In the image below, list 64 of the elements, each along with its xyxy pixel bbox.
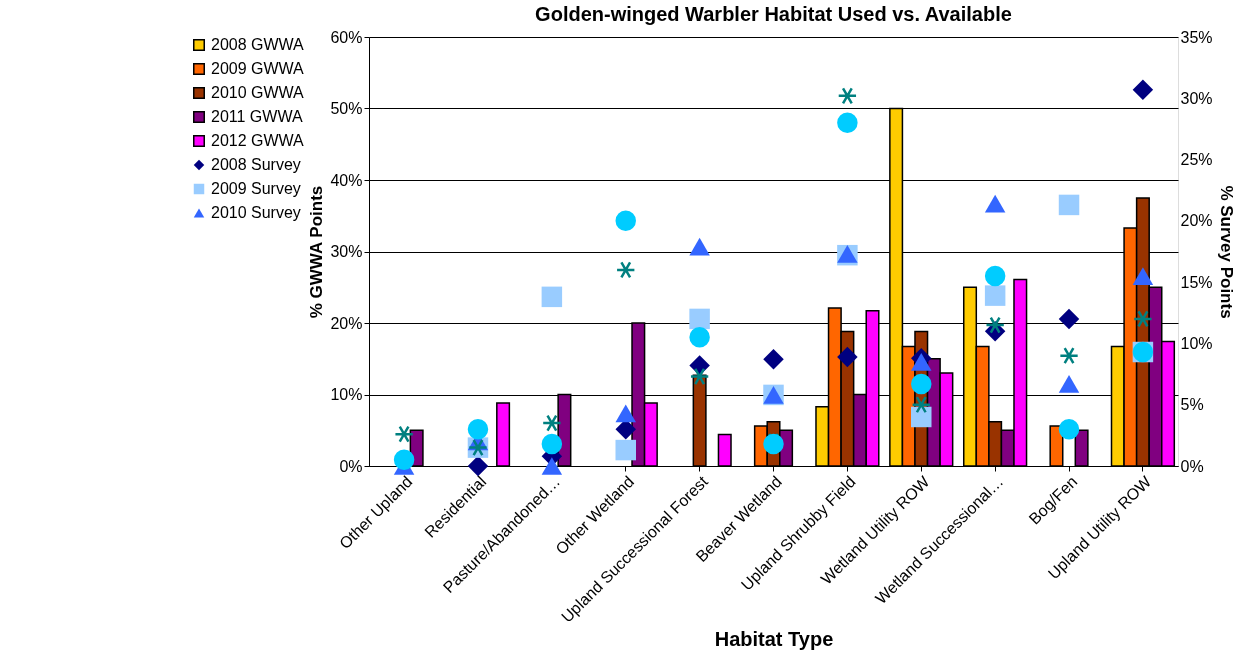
point (393, 449, 415, 471)
point (541, 286, 563, 308)
point (1133, 310, 1153, 328)
point (615, 404, 636, 423)
point (911, 406, 932, 428)
point (689, 367, 710, 386)
y-tick-label: 60% (330, 28, 363, 46)
point (1132, 267, 1154, 285)
point (615, 210, 636, 232)
point (1132, 79, 1154, 100)
y2-tick-label: 10% (1180, 334, 1213, 352)
point (984, 265, 1006, 287)
y2-tick-label: 5% (1180, 396, 1204, 414)
legend-label: 2012 GWWA (211, 132, 305, 149)
point (689, 308, 710, 330)
point (1058, 419, 1080, 440)
point (837, 112, 858, 134)
point (689, 237, 710, 256)
y2-tick-label: 30% (1180, 89, 1213, 107)
y2-tick-label: 35% (1180, 28, 1213, 46)
y-axis-title: % GWWA Points (307, 185, 327, 319)
legend-label: 2010 Survey (211, 204, 301, 221)
y2-tick-label: 15% (1180, 273, 1213, 291)
point (985, 316, 1006, 334)
y2-tick-label: 25% (1180, 151, 1213, 169)
legend-label: 2009 Survey (211, 180, 301, 197)
point (1059, 346, 1079, 365)
point (1058, 308, 1080, 330)
point (984, 285, 1006, 306)
point (689, 327, 710, 348)
chart-title: Golden-winged Warbler Habitat Used vs. Available (535, 3, 1012, 25)
x-axis-title: Habitat Type (714, 627, 834, 650)
point (1058, 194, 1080, 216)
point (394, 425, 414, 443)
point (541, 457, 563, 475)
point (837, 87, 858, 105)
point (911, 395, 932, 414)
y2-tick-label: 0% (1180, 457, 1204, 475)
point (467, 419, 489, 440)
point (911, 352, 932, 371)
y-tick-label: 50% (330, 100, 363, 117)
point (763, 433, 784, 455)
legend-label: 2008 Survey (211, 156, 301, 173)
point (837, 346, 858, 368)
legend-label: 2010 GWWA (211, 84, 305, 101)
point (541, 433, 563, 455)
y-tick-label: 30% (330, 243, 363, 260)
y-tick-label: 0% (339, 457, 363, 475)
point (984, 194, 1006, 213)
point (541, 414, 562, 432)
point (615, 439, 636, 461)
y-tick-label: 20% (330, 314, 363, 332)
point (911, 373, 932, 395)
point (763, 349, 784, 370)
legend-label: 2011 GWWA (211, 108, 303, 125)
legend-label: 2008 GWWA (211, 36, 305, 53)
y2-axis-title: % Survey Points (1216, 185, 1236, 319)
legend-label: 2009 GWWA (211, 60, 305, 77)
y2-tick-label: 20% (1180, 212, 1213, 230)
point (1058, 375, 1080, 393)
point (467, 455, 489, 477)
y-tick-label: 40% (330, 171, 363, 189)
y-tick-label: 10% (330, 386, 363, 403)
point (615, 261, 636, 279)
